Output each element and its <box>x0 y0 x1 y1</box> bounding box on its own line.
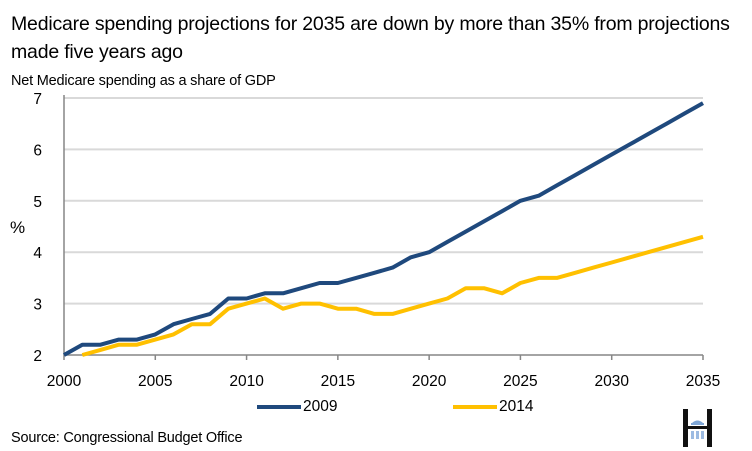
y-tick-labels: 2 3 4 5 6 7 <box>33 91 42 365</box>
series-line-2009 <box>63 101 704 357</box>
x-tick-label: 2015 <box>321 373 355 390</box>
y-tick-label: 6 <box>33 142 42 159</box>
h-capitol-logo-icon <box>683 409 712 447</box>
x-tick-label: 2030 <box>594 373 629 390</box>
axes <box>63 95 704 360</box>
legend-swatch-2014 <box>453 405 497 409</box>
source-note: Source: Congressional Budget Office <box>11 430 243 446</box>
series-line-2014 <box>81 234 704 357</box>
legend-label-2009: 2009 <box>303 398 338 415</box>
chart-subtitle: Net Medicare spending as a share of GDP <box>11 73 276 89</box>
x-tick-label: 2025 <box>503 373 537 390</box>
x-tick-labels: 2000 2005 2010 2015 2020 2025 2030 2035 <box>47 373 720 390</box>
y-axis-unit-label: % <box>10 218 26 237</box>
legend: 2009 2014 <box>0 398 752 420</box>
x-tick-label: 2010 <box>229 373 264 390</box>
legend-label-2014: 2014 <box>499 398 534 415</box>
legend-item-2009: 2009 <box>257 398 337 416</box>
y-tick-label: 4 <box>33 245 42 262</box>
x-tick-label: 2035 <box>686 373 720 390</box>
y-tick-label: 5 <box>33 194 42 211</box>
y-tick-label: 3 <box>33 297 42 314</box>
series-lines <box>63 101 704 357</box>
legend-swatch-2009 <box>257 405 301 409</box>
x-tick-label: 2005 <box>138 373 172 390</box>
x-tick-label: 2020 <box>412 373 447 390</box>
y-tick-label: 2 <box>33 348 42 365</box>
chart-title: Medicare spending projections for 2035 a… <box>11 13 730 63</box>
gridlines <box>64 97 703 305</box>
legend-item-2014: 2014 <box>453 398 533 416</box>
x-tick-label: 2000 <box>47 373 82 390</box>
y-tick-label: 7 <box>33 91 42 108</box>
